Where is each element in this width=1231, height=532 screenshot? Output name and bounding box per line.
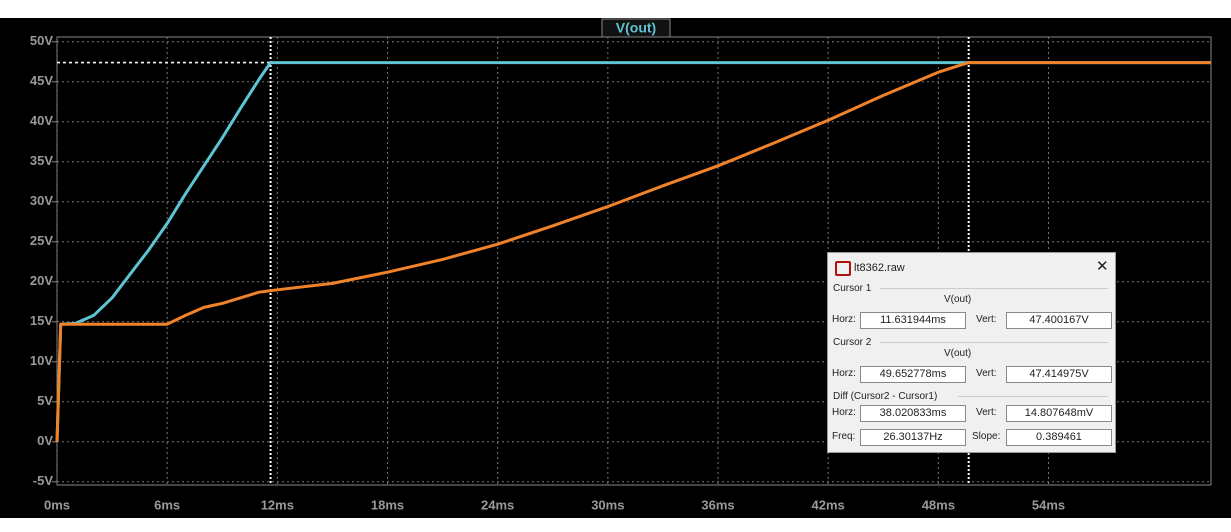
x-tick-label: 0ms bbox=[44, 497, 70, 512]
field-value[interactable]: 0.389461 bbox=[1006, 429, 1112, 446]
y-tick-label: 5V bbox=[37, 393, 53, 408]
cursor-window[interactable]: lt8362.raw ✕ Cursor 1 V(out) Horz: 11.631944m… bbox=[827, 252, 1116, 453]
app-icon bbox=[835, 261, 851, 276]
y-tick-label: 45V bbox=[30, 73, 53, 88]
close-button[interactable]: ✕ bbox=[1096, 258, 1109, 275]
field-label: Slope: bbox=[972, 431, 1001, 442]
section-label: Diff (Cursor2 - Cursor1) bbox=[833, 391, 938, 402]
y-tick-label: 35V bbox=[30, 153, 53, 168]
y-tick-label: 25V bbox=[30, 233, 53, 248]
y-tick-label: 10V bbox=[30, 353, 53, 368]
field-label: Vert: bbox=[976, 368, 997, 379]
field-label: Horz: bbox=[832, 407, 856, 418]
line bbox=[55, 61, 1211, 442]
x-tick-label: 54ms bbox=[1032, 497, 1065, 512]
x-tick-label: 24ms bbox=[481, 497, 514, 512]
x-tick-label: 42ms bbox=[812, 497, 845, 512]
separator bbox=[880, 342, 1108, 343]
field-value[interactable]: 49.652778ms bbox=[860, 366, 966, 383]
field-label: Horz: bbox=[832, 314, 856, 325]
field-label: Freq: bbox=[832, 431, 856, 442]
field-value[interactable]: 38.020833ms bbox=[860, 405, 966, 422]
window-title: lt8362.raw bbox=[854, 262, 905, 274]
field-value[interactable]: 14.807648mV bbox=[1006, 405, 1112, 422]
section-label: Cursor 1 bbox=[833, 283, 872, 294]
line bbox=[55, 61, 1211, 442]
y-tick-label: 50V bbox=[30, 33, 53, 48]
separator bbox=[958, 396, 1108, 397]
field-value[interactable]: 47.400167V bbox=[1006, 312, 1112, 329]
trace-name: V(out) bbox=[944, 348, 972, 359]
separator bbox=[880, 288, 1108, 289]
y-tick-label: 15V bbox=[30, 313, 53, 328]
y-tick-label: 30V bbox=[30, 193, 53, 208]
x-tick-label: 6ms bbox=[154, 497, 180, 512]
field-label: Horz: bbox=[832, 368, 856, 379]
y-tick-label: 0V bbox=[37, 433, 53, 448]
field-value[interactable]: 47.414975V bbox=[1006, 366, 1112, 383]
title-box bbox=[601, 18, 671, 38]
x-tick-label: 30ms bbox=[591, 497, 624, 512]
y-tick-label: 40V bbox=[30, 113, 53, 128]
field-value[interactable]: 26.30137Hz bbox=[860, 429, 966, 446]
field-label: Vert: bbox=[976, 314, 997, 325]
field-label: Vert: bbox=[976, 407, 997, 418]
trace-name: V(out) bbox=[944, 294, 972, 305]
y-tick-label: 20V bbox=[30, 273, 53, 288]
x-tick-label: 36ms bbox=[701, 497, 734, 512]
section-label: Cursor 2 bbox=[833, 337, 872, 348]
x-tick-label: 48ms bbox=[922, 497, 955, 512]
chart-title: V(out) bbox=[616, 20, 656, 36]
y-tick-label: -5V bbox=[33, 473, 54, 488]
x-tick-label: 12ms bbox=[261, 497, 294, 512]
field-value[interactable]: 11.631944ms bbox=[860, 312, 966, 329]
x-tick-label: 18ms bbox=[371, 497, 404, 512]
